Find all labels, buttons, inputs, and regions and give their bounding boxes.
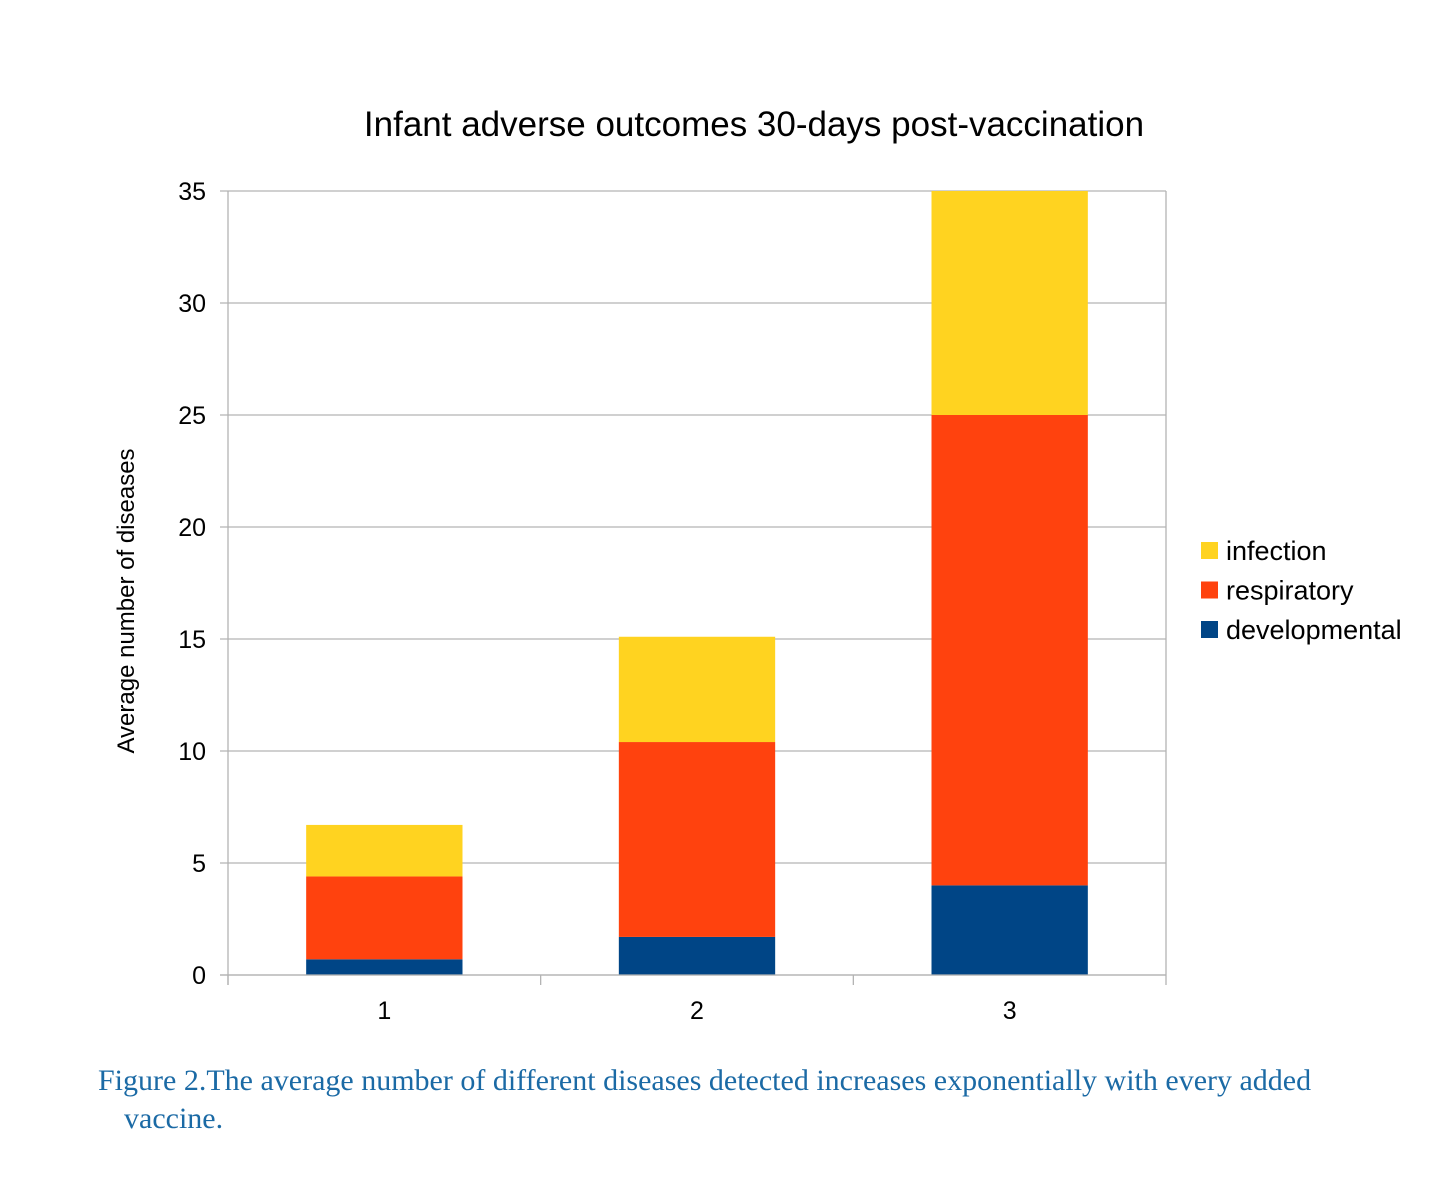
legend-label: developmental xyxy=(1226,615,1402,645)
bars xyxy=(306,191,1088,975)
bar-respiratory-1 xyxy=(306,876,463,960)
bar-developmental-2 xyxy=(618,936,776,975)
legend: infection respiratory developmental xyxy=(1201,536,1402,645)
y-tick-label: 0 xyxy=(192,962,206,990)
x-tick-label: 2 xyxy=(690,997,704,1025)
y-tick-label: 5 xyxy=(192,850,206,878)
x-tick-label: 1 xyxy=(377,997,391,1025)
bar-infection-3 xyxy=(931,191,1088,415)
bar-respiratory-2 xyxy=(618,742,776,937)
bar-respiratory-3 xyxy=(931,415,1088,886)
y-tick-label: 25 xyxy=(178,402,206,430)
bar-developmental-3 xyxy=(931,885,1088,975)
x-tick-labels: 1 2 3 xyxy=(377,997,1016,1025)
bar-infection-1 xyxy=(306,824,463,877)
chart: Infant adverse outcomes 30-days post-vac… xyxy=(113,105,1402,1025)
legend-label: infection xyxy=(1226,536,1327,566)
axes xyxy=(220,191,1167,985)
legend-item-infection: infection xyxy=(1201,536,1327,566)
legend-swatch xyxy=(1201,581,1218,599)
y-tick-labels: 0 5 10 15 20 25 30 35 xyxy=(178,178,206,990)
x-tick-label: 3 xyxy=(1003,997,1017,1025)
y-tick-label: 15 xyxy=(178,626,206,654)
legend-swatch xyxy=(1201,542,1218,559)
y-axis-label: Average number of diseases xyxy=(113,448,140,753)
y-tick-label: 35 xyxy=(178,178,206,206)
y-tick-label: 20 xyxy=(178,514,206,542)
y-tick-label: 30 xyxy=(178,290,206,318)
chart-title: Infant adverse outcomes 30-days post-vac… xyxy=(364,105,1144,144)
y-tick-label: 10 xyxy=(178,738,206,766)
bar-infection-2 xyxy=(618,636,776,743)
legend-swatch xyxy=(1201,621,1218,638)
legend-item-respiratory: respiratory xyxy=(1201,576,1354,606)
legend-label: respiratory xyxy=(1226,576,1354,606)
bar-developmental-1 xyxy=(306,959,463,975)
legend-item-developmental: developmental xyxy=(1201,615,1402,645)
figure-caption: Figure 2.The average number of different… xyxy=(98,1064,1312,1135)
